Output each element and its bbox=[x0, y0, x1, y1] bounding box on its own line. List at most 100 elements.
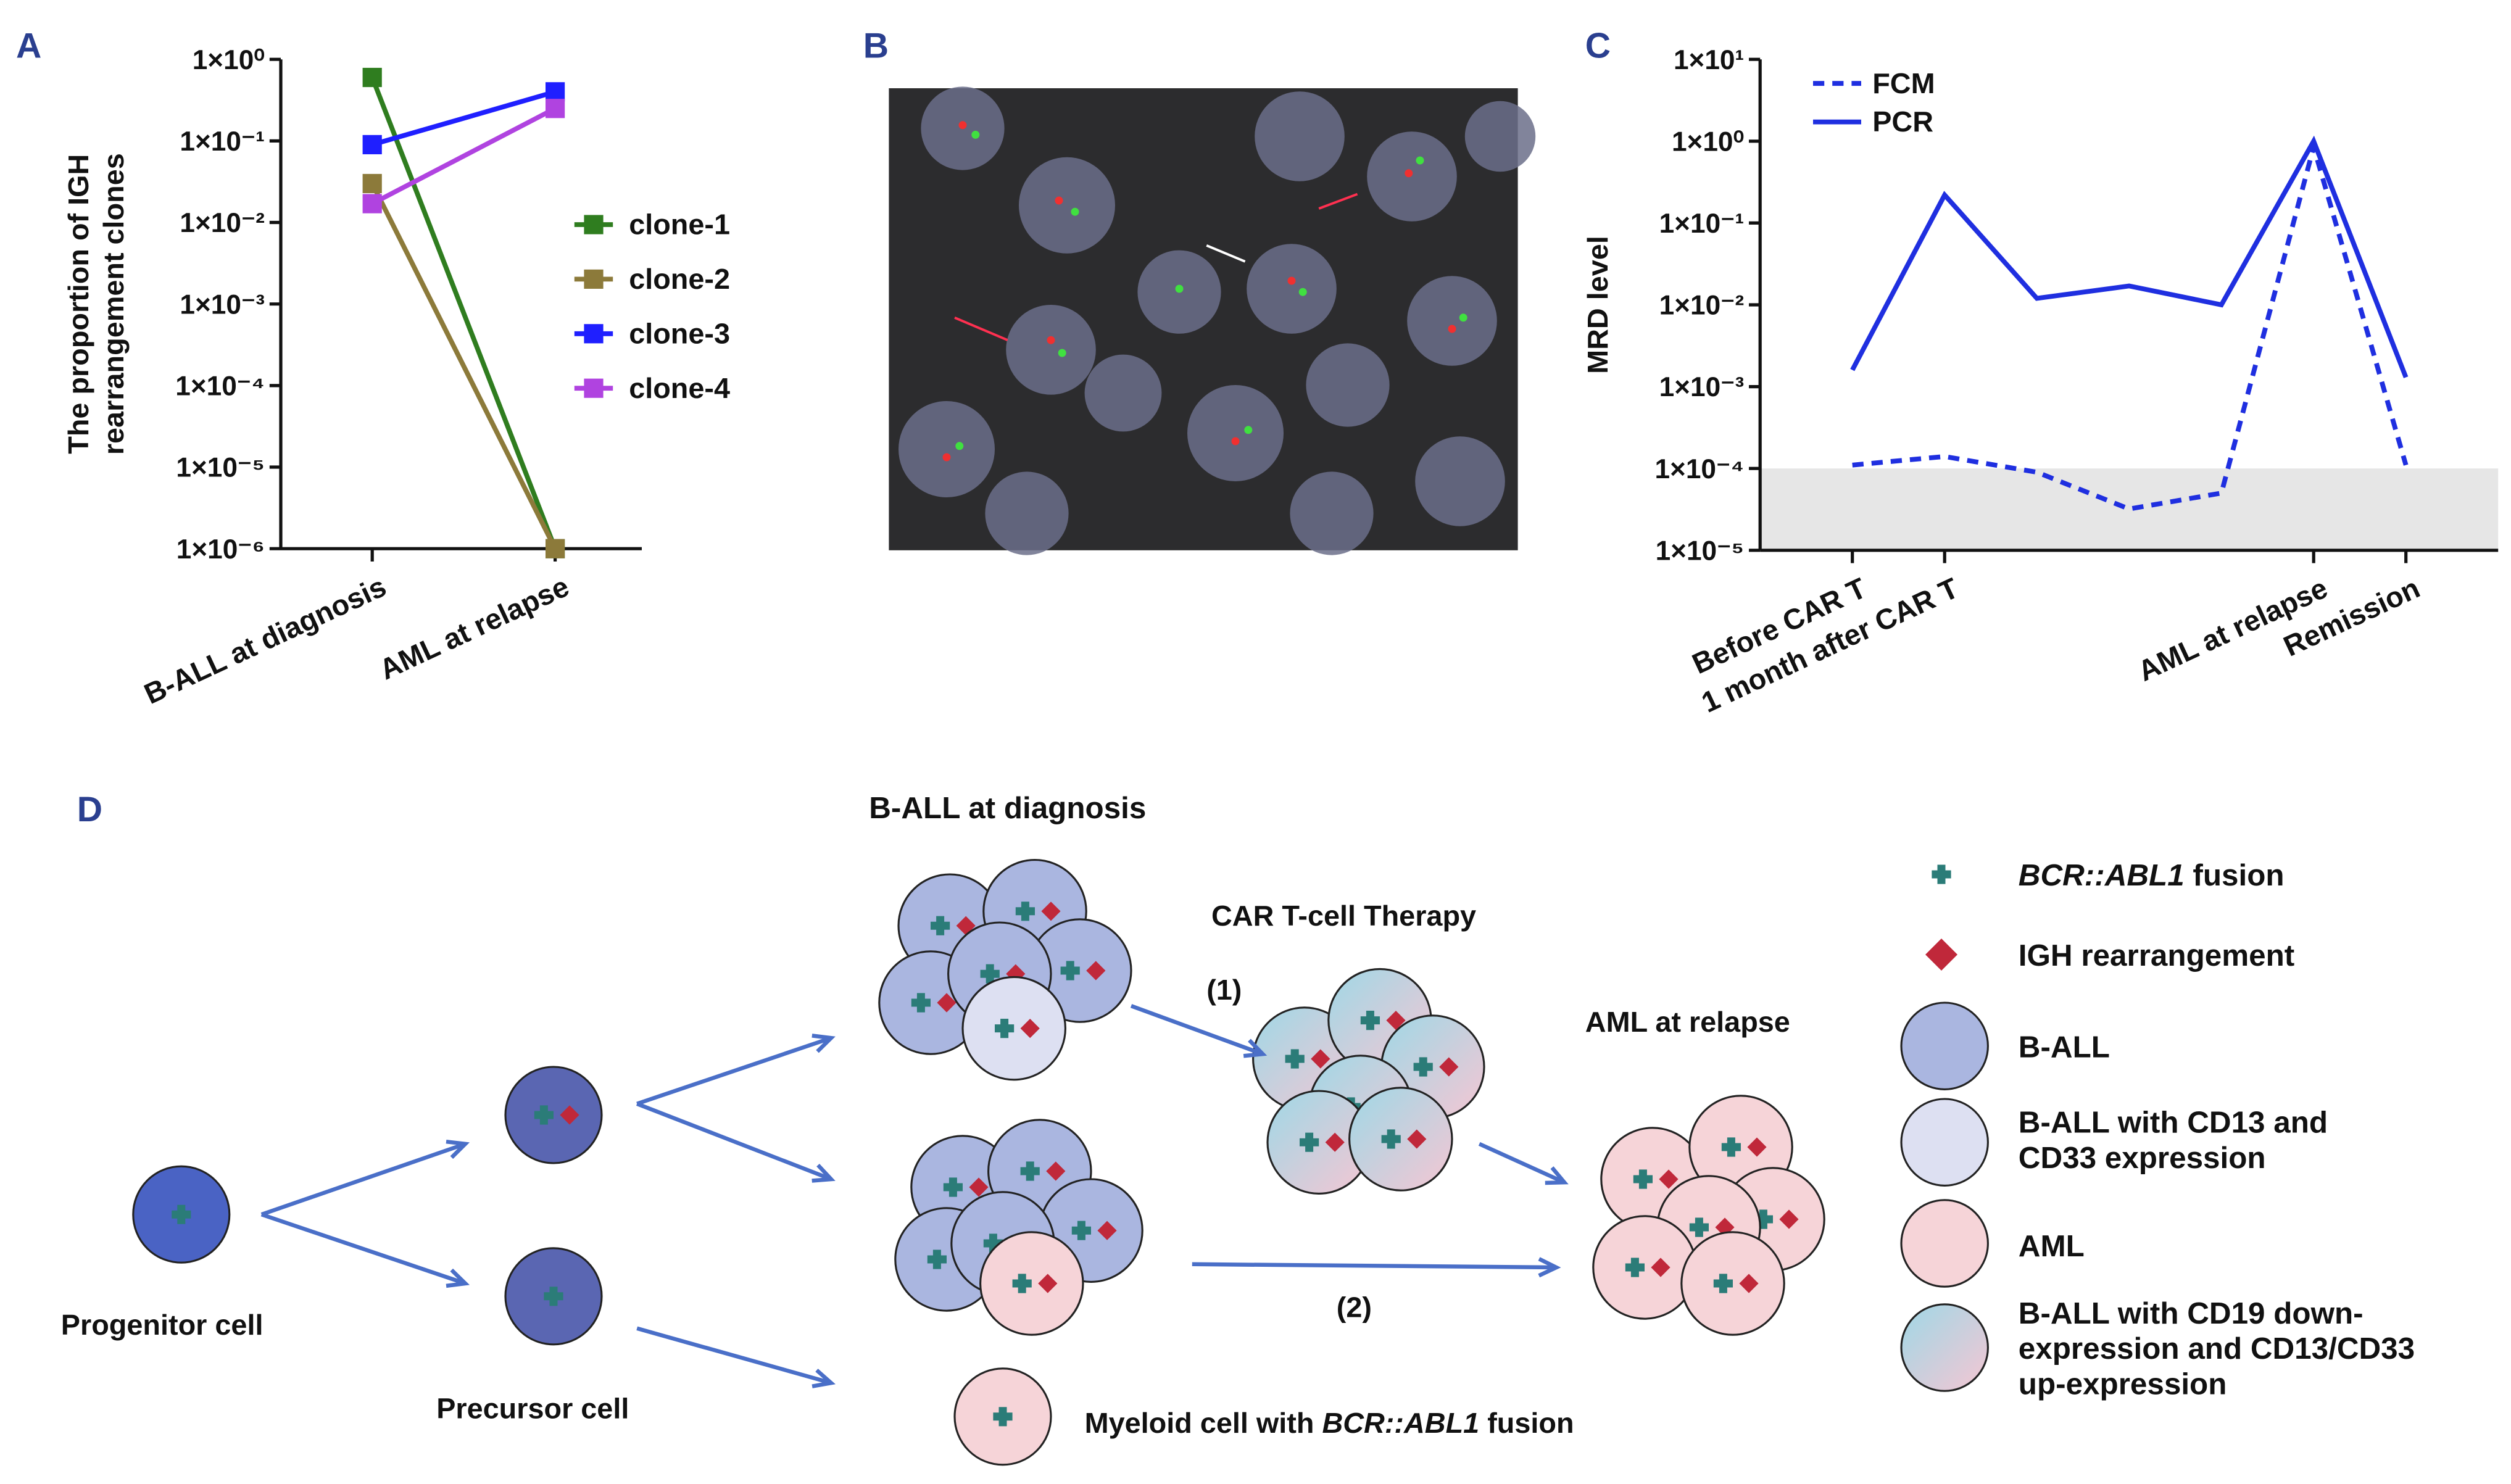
diagram-label: B-ALL at diagnosis bbox=[869, 791, 1146, 825]
series-marker bbox=[362, 173, 382, 194]
legend-label: clone-1 bbox=[629, 209, 730, 241]
label-part: fusion bbox=[1479, 1407, 1574, 1439]
diagram-label: B-ALL with CD19 down- bbox=[2019, 1296, 2364, 1330]
igh-icon bbox=[1779, 1209, 1799, 1229]
fusion-icon bbox=[980, 964, 1000, 984]
fusion-icon bbox=[1689, 1217, 1709, 1237]
arrow bbox=[636, 1326, 832, 1385]
fusion-icon bbox=[172, 1204, 191, 1224]
igh-icon bbox=[1086, 961, 1106, 980]
igh-icon bbox=[1439, 1057, 1459, 1077]
legend-swatch bbox=[584, 324, 604, 344]
legend-swatch bbox=[1900, 1199, 1989, 1288]
y-tick-label: 1×10⁻⁴ bbox=[175, 371, 265, 401]
x-tick-label: AML at relapse bbox=[375, 570, 574, 686]
y-tick-label: 1×10⁻² bbox=[1659, 291, 1745, 321]
fusion-icon bbox=[983, 1233, 1003, 1253]
arrow bbox=[636, 1101, 832, 1182]
diagram-label: up-expression bbox=[2019, 1367, 2227, 1401]
series-line bbox=[1852, 138, 2409, 512]
igh-icon bbox=[1651, 1258, 1671, 1277]
legend-label: clone-3 bbox=[629, 317, 730, 349]
series-line bbox=[1850, 135, 2409, 378]
igh-icon bbox=[1739, 1274, 1759, 1293]
label-part: BCR::ABL1 bbox=[2019, 858, 2185, 892]
igh-icon bbox=[937, 993, 957, 1013]
series-marker bbox=[546, 539, 565, 558]
series-marker bbox=[362, 194, 382, 213]
igh-icon bbox=[1407, 1129, 1427, 1149]
fusion-icon bbox=[1015, 902, 1035, 921]
fusion-icon bbox=[1633, 1169, 1653, 1189]
arrow bbox=[636, 1036, 832, 1106]
series-marker bbox=[362, 67, 382, 88]
label-part: fusion bbox=[2185, 858, 2285, 892]
diagram-label: Precursor cell bbox=[436, 1392, 629, 1424]
arrow-head bbox=[811, 1163, 836, 1183]
y-axis-label: The proportion of IGH bbox=[62, 154, 94, 454]
series-marker bbox=[362, 135, 382, 155]
series-marker bbox=[546, 82, 565, 102]
diagram-label: B-ALL with CD13 and bbox=[2019, 1106, 2328, 1140]
fusion-icon bbox=[1713, 1274, 1733, 1293]
diagram-label: CAR T-cell Therapy bbox=[1211, 900, 1476, 932]
arrow-head bbox=[446, 1268, 470, 1288]
fusion-icon bbox=[931, 916, 950, 935]
fusion-icon bbox=[544, 1287, 563, 1306]
y-tick-label: 1×10⁻⁵ bbox=[176, 453, 265, 483]
legend-swatch bbox=[584, 378, 604, 398]
y-tick-label: 1×10⁻² bbox=[180, 208, 265, 238]
igh-icon bbox=[1925, 939, 1957, 971]
panel-label: D bbox=[77, 790, 102, 829]
y-tick-label: 1×10⁻³ bbox=[1659, 372, 1745, 402]
panel-label: B bbox=[863, 27, 889, 66]
fusion-icon bbox=[1721, 1137, 1741, 1157]
panel-label: A bbox=[16, 27, 41, 66]
y-tick-label: 1×10⁻¹ bbox=[180, 126, 265, 157]
diagram-label: AML bbox=[2019, 1229, 2085, 1263]
y-tick-label: 1×10⁰ bbox=[193, 45, 265, 75]
arrow-head bbox=[811, 1369, 836, 1388]
y-tick-label: 1×10⁰ bbox=[1672, 126, 1744, 157]
fusion-icon bbox=[995, 1019, 1015, 1038]
series-marker bbox=[546, 99, 565, 118]
arrow-head bbox=[1545, 1166, 1569, 1185]
y-tick-label: 1×10⁻¹ bbox=[1659, 209, 1745, 239]
legend-label: PCR bbox=[1872, 106, 1933, 138]
label-part: BCR::ABL1 bbox=[1322, 1407, 1479, 1439]
series-line bbox=[370, 77, 558, 550]
y-tick-label: 1×10⁻⁴ bbox=[1654, 454, 1744, 484]
igh-icon bbox=[1311, 1049, 1330, 1069]
fusion-icon bbox=[1060, 961, 1080, 980]
fusion-icon bbox=[1300, 1132, 1319, 1152]
panel-label: C bbox=[1585, 27, 1611, 66]
legend-label: clone-2 bbox=[629, 263, 730, 295]
igh-icon bbox=[1386, 1011, 1406, 1030]
arrow-head bbox=[1538, 1257, 1561, 1278]
legend-swatch bbox=[1900, 1001, 1989, 1090]
diagram-label: (2) bbox=[1337, 1291, 1372, 1324]
micrograph bbox=[889, 86, 1536, 555]
igh-icon bbox=[1659, 1169, 1679, 1189]
fusion-icon bbox=[534, 1105, 554, 1125]
legend-label: BCR::ABL1 fusion bbox=[2019, 858, 2285, 892]
legend-swatch bbox=[1900, 1098, 1989, 1187]
fusion-icon bbox=[1071, 1221, 1091, 1240]
igh-icon bbox=[1325, 1132, 1345, 1152]
igh-icon bbox=[969, 1177, 989, 1197]
diagram-label: AML at relapse bbox=[1585, 1006, 1790, 1038]
legend-label: FCM bbox=[1872, 67, 1935, 99]
fusion-icon bbox=[1932, 864, 1951, 884]
diagram-label: expression and CD13/CD33 bbox=[2019, 1332, 2415, 1366]
fusion-icon bbox=[927, 1250, 947, 1269]
series-line bbox=[371, 106, 557, 206]
diagram-label: IGH rearrangement bbox=[2019, 939, 2294, 972]
arrow bbox=[260, 1212, 467, 1286]
igh-icon bbox=[1041, 902, 1061, 921]
legend-swatch bbox=[1900, 1303, 1989, 1392]
fusion-icon bbox=[943, 1177, 963, 1197]
fusion-icon bbox=[911, 993, 931, 1013]
diagram-label: B-ALL bbox=[2019, 1030, 2110, 1064]
arrow bbox=[1192, 1262, 1557, 1270]
igh-icon bbox=[560, 1105, 579, 1125]
